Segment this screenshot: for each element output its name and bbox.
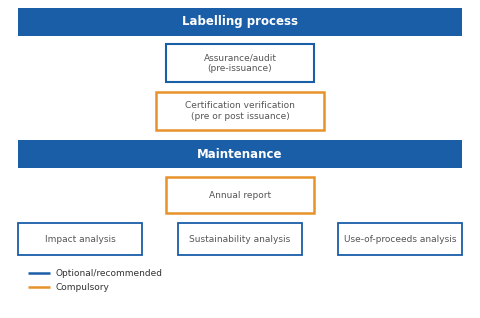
Text: Assurance/audit
(pre-issuance): Assurance/audit (pre-issuance) <box>204 53 276 73</box>
Text: Certification verification
(pre or post issuance): Certification verification (pre or post … <box>185 101 295 121</box>
Bar <box>338 223 462 255</box>
Text: Use-of-proceeds analysis: Use-of-proceeds analysis <box>344 234 456 244</box>
Text: Annual report: Annual report <box>209 190 271 199</box>
Bar <box>166 177 314 213</box>
Text: Compulsory: Compulsory <box>56 282 110 292</box>
Text: Sustainability analysis: Sustainability analysis <box>190 234 290 244</box>
Text: Impact analysis: Impact analysis <box>45 234 115 244</box>
Bar <box>18 223 142 255</box>
Bar <box>18 8 462 36</box>
Text: Optional/recommended: Optional/recommended <box>56 268 163 278</box>
Bar <box>166 44 314 82</box>
Bar <box>156 92 324 130</box>
Bar <box>178 223 302 255</box>
Text: Labelling process: Labelling process <box>182 16 298 29</box>
Text: Maintenance: Maintenance <box>197 148 283 161</box>
Bar <box>18 140 462 168</box>
